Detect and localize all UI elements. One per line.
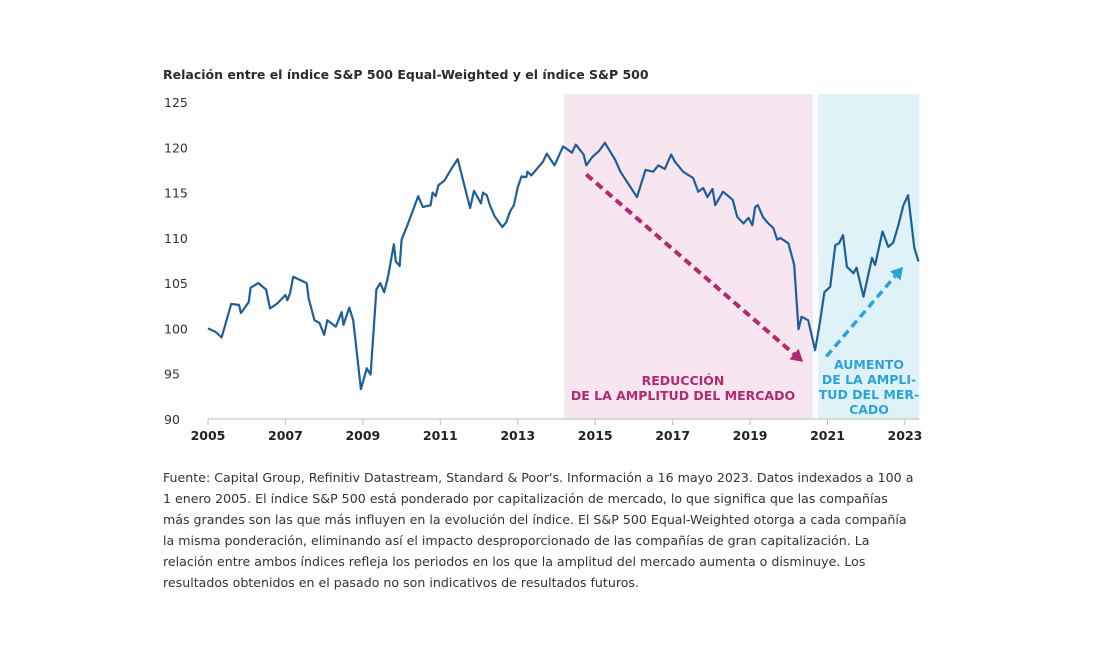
footnote-line: Fuente: Capital Group, Refinitiv Datastr… [163,470,914,485]
arrow-head-icon [789,348,804,362]
trend-arrows [584,172,904,362]
rise-label: TUD DEL MER- [819,387,919,402]
decline-label: DE LA AMPLITUD DEL MERCADO [571,388,795,403]
y-tick-label: 105 [164,276,188,291]
footnote-line: 1 enero 2005. El índice S&P 500 está pon… [163,491,888,506]
rise-label: CADO [849,402,889,417]
footnote-line: relación entre ambos índices refleja los… [163,554,866,569]
x-tick-label: 2011 [423,428,458,443]
footnote-line: más grandes son las que más influyen en … [163,512,907,527]
decline-region [564,94,813,419]
x-tick-label: 2015 [578,428,613,443]
footnote-line: resultados obtenidos en el pasado no son… [163,575,639,590]
y-tick-label: 100 [164,321,188,336]
y-tick-label: 115 [164,186,188,201]
x-axis: 2005 2007 2009 2011 2013 2015 2017 2019 2021 2023 [191,418,923,443]
arrow-head-icon [889,266,904,281]
x-tick-label: 2021 [810,428,845,443]
decline-arrow [584,172,796,356]
x-tick-label: 2009 [345,428,380,443]
rise-region [818,94,920,419]
rise-label: DE LA AMPLI- [822,372,916,387]
footnote: Fuente: Capital Group, Refinitiv Datastr… [163,467,1063,593]
x-tick-label: 2017 [655,428,690,443]
rise-label: AUMENTO [834,357,904,372]
x-tick-label: 2013 [500,428,535,443]
x-tick-label: 2005 [191,428,226,443]
y-tick-label: 95 [164,367,180,382]
y-tick-label: 90 [164,412,180,427]
y-tick-label: 120 [164,140,188,155]
x-tick-label: 2019 [733,428,768,443]
shaded-regions [564,94,920,419]
footnote-line: la misma ponderación, eliminando así el … [163,533,870,548]
y-axis: 90 95 100 105 110 115 120 125 [164,95,188,427]
rise-arrow [825,274,897,358]
y-tick-label: 110 [164,231,188,246]
x-tick-label: 2007 [268,428,303,443]
chart-title: Relación entre el índice S&P 500 Equal-W… [163,67,649,82]
x-tick-label: 2023 [888,428,923,443]
decline-label: REDUCCIÓN [642,373,725,388]
y-tick-label: 125 [164,95,188,110]
series-line [207,141,920,391]
